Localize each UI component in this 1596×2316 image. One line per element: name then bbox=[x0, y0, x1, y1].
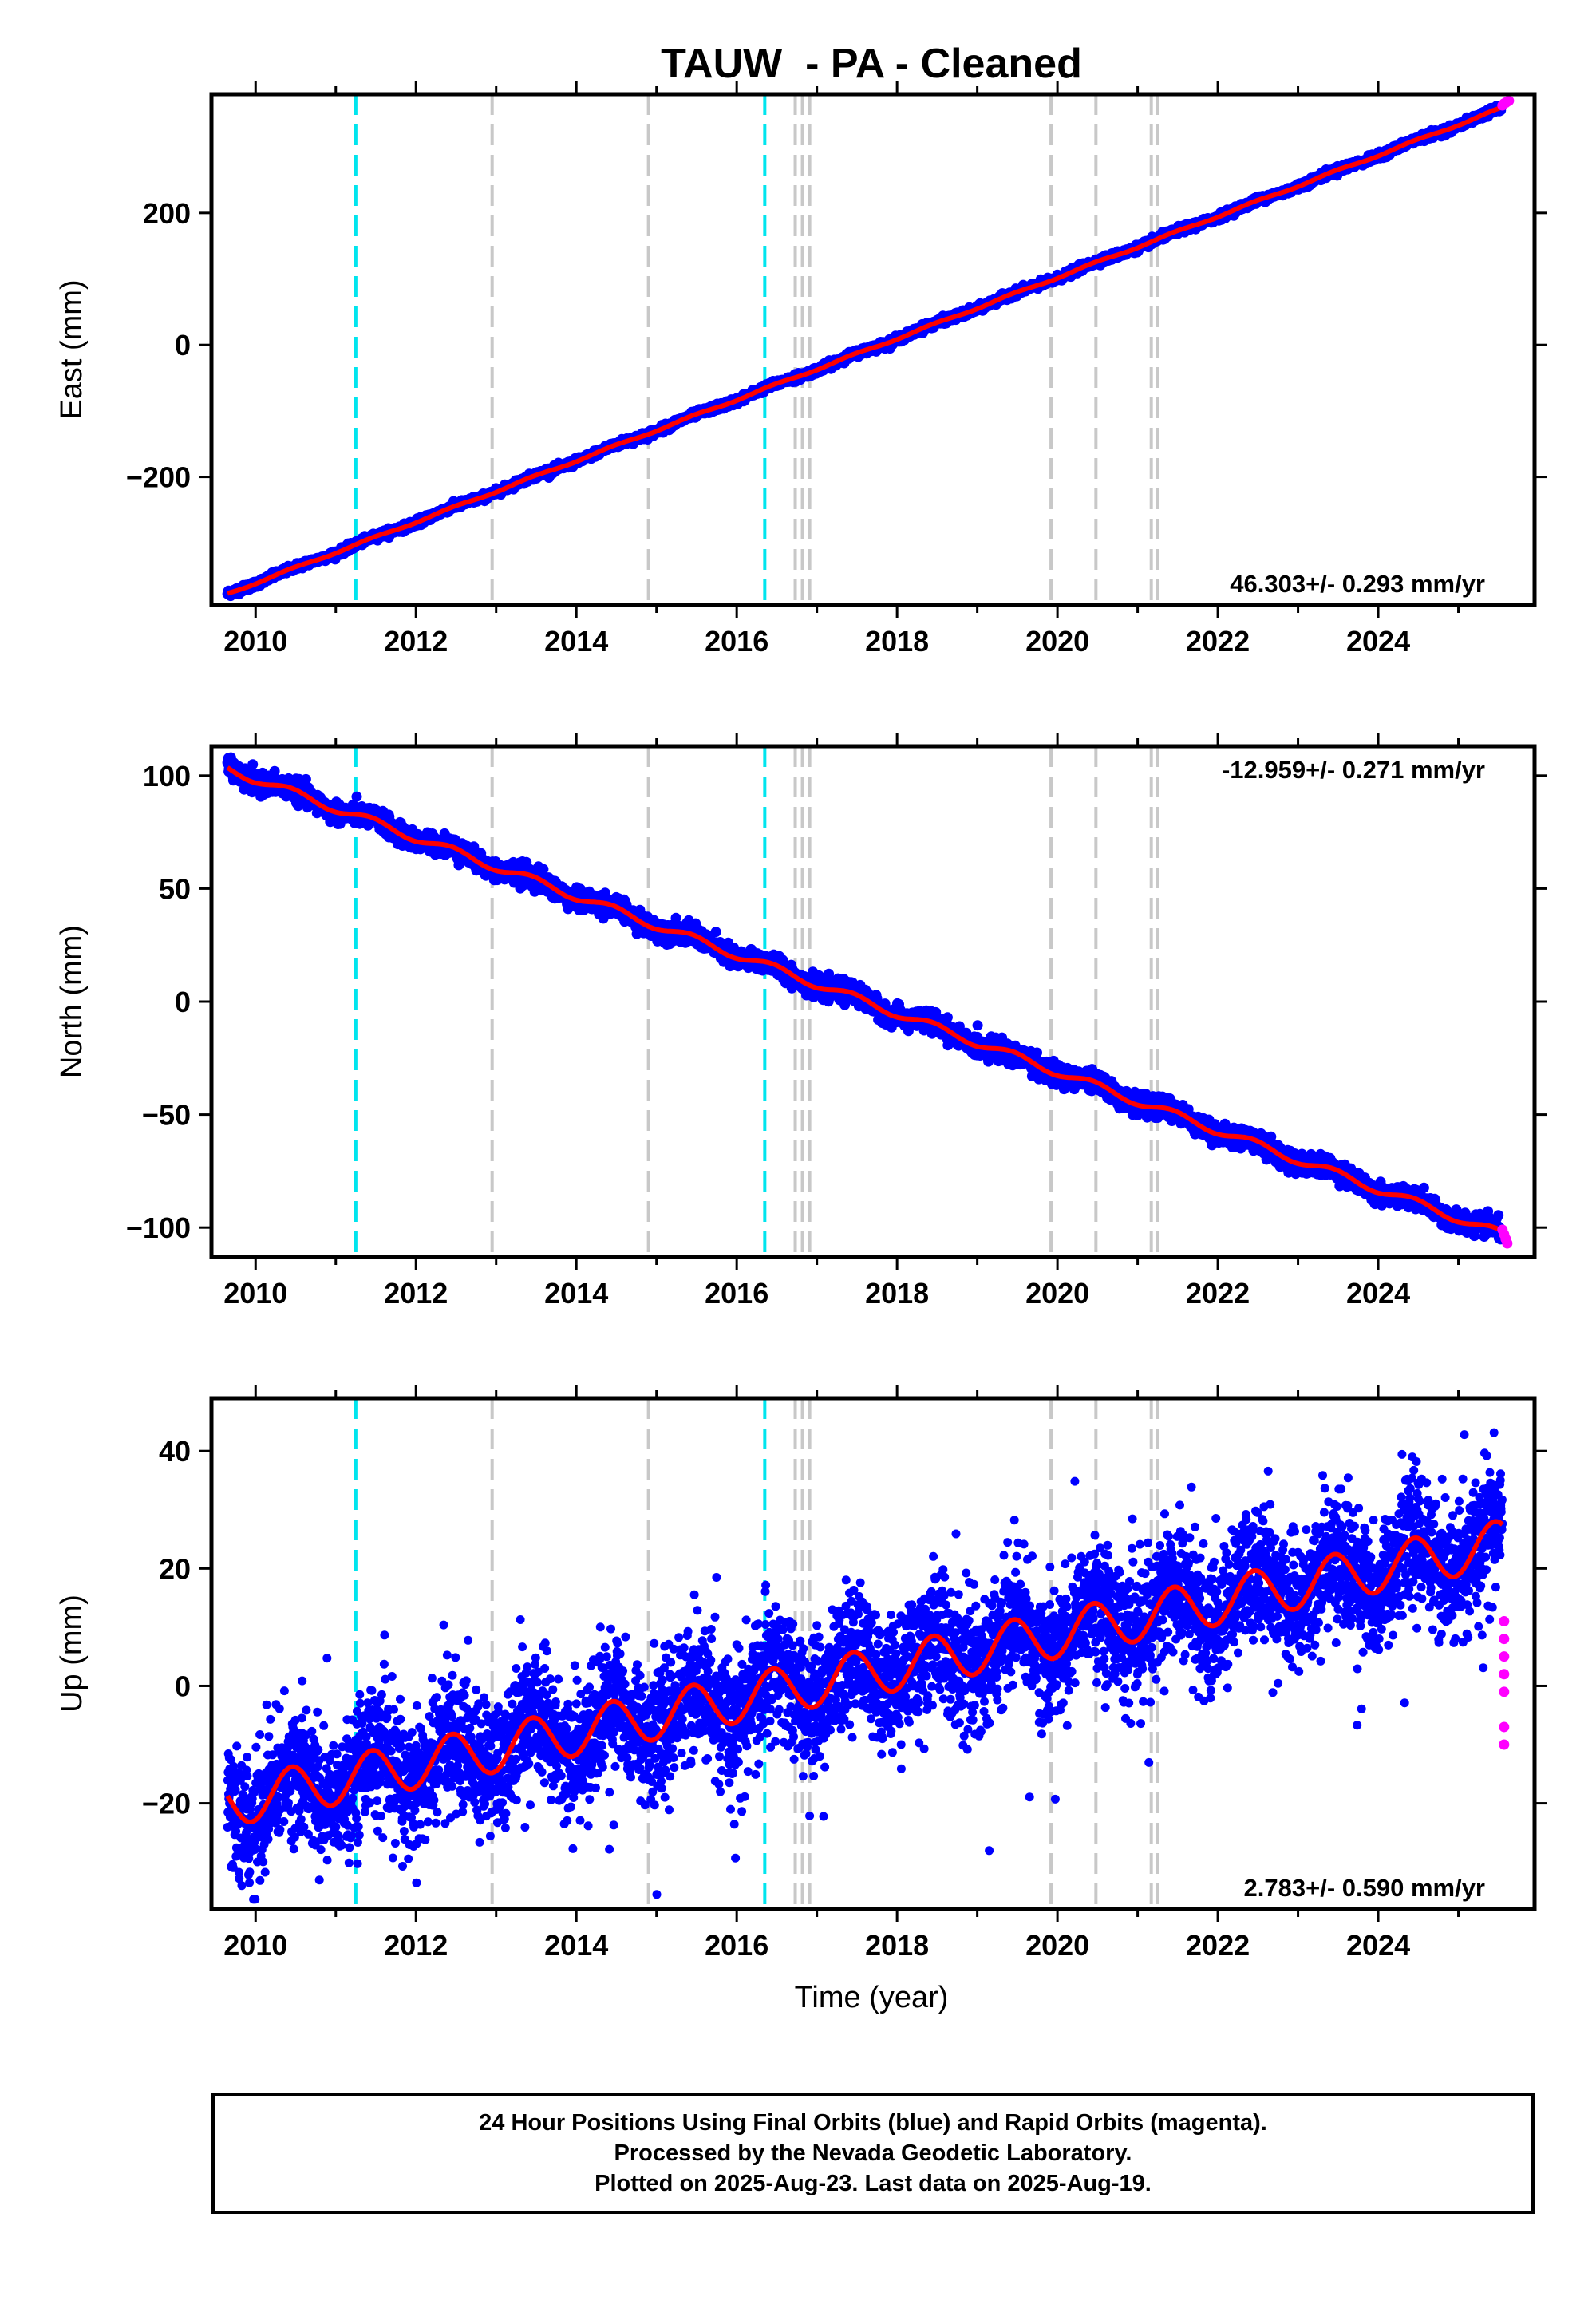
chart-title: TAUW - PA - Cleaned bbox=[661, 41, 1082, 87]
north-data-point bbox=[247, 759, 259, 770]
east-y-tick-label: 0 bbox=[175, 329, 191, 362]
east-x-tick-label: 2022 bbox=[1186, 625, 1250, 658]
east-rate-annotation: 46.303+/- 0.293 mm/yr bbox=[1230, 570, 1485, 598]
east-y-axis-title: East (mm) bbox=[55, 279, 89, 419]
north-data-point bbox=[351, 791, 362, 802]
east-panel: 2010 2012 2014 2016 2018 2020 2022 2024 −200 0 200… bbox=[55, 81, 1547, 658]
east-model-fit-line bbox=[227, 105, 1502, 596]
east-x-tick-label: 2024 bbox=[1346, 625, 1410, 658]
east-y-tick-label: −200 bbox=[126, 461, 191, 494]
east-x-tick-label: 2016 bbox=[705, 625, 768, 658]
east-x-tick-label: 2020 bbox=[1025, 625, 1089, 658]
east-x-tick-label: 2012 bbox=[384, 625, 448, 658]
east-rapid-orbit-point bbox=[1503, 95, 1515, 106]
east-x-tick-label: 2010 bbox=[223, 625, 287, 658]
east-x-tick-label: 2014 bbox=[544, 625, 608, 658]
east-y-tick-label: 200 bbox=[143, 197, 191, 230]
east-x-tick-label: 2018 bbox=[865, 625, 929, 658]
north-panel: 2010 2012 2014 2016 2018 2020 2022 2024−100−500… bbox=[55, 733, 1547, 1310]
